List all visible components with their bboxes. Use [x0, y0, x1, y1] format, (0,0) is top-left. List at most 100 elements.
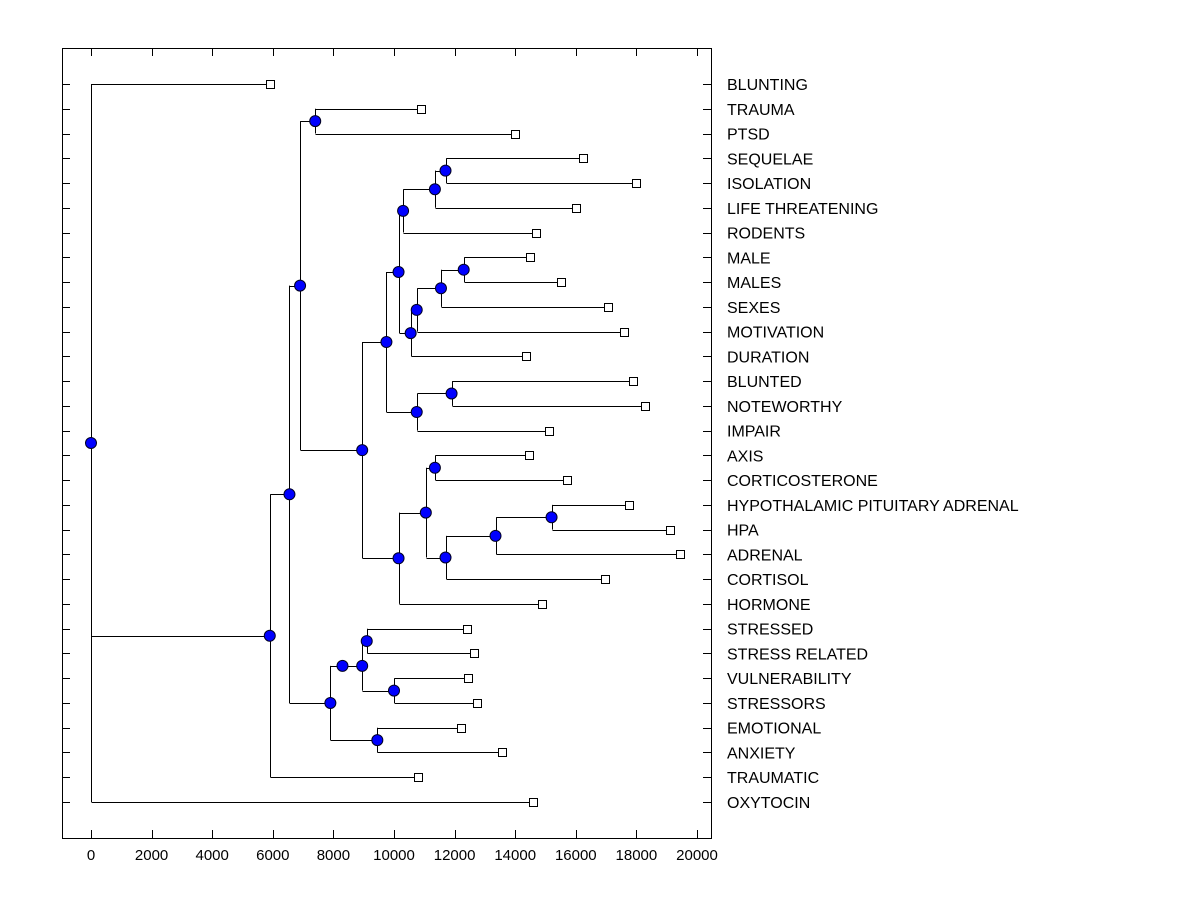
cluster-node: [439, 164, 452, 177]
cluster-node: [445, 387, 458, 400]
cluster-node: [410, 406, 423, 419]
leaf-marker: [498, 748, 507, 757]
leaf-label: MALE: [727, 250, 771, 267]
cluster-node: [309, 115, 322, 128]
x-tick-label: 10000: [373, 847, 415, 864]
cluster-node: [439, 551, 452, 564]
leaf-marker: [525, 451, 534, 460]
leaf-marker: [632, 179, 641, 188]
leaf-label: BLUNTED: [727, 374, 802, 391]
leaf-marker: [625, 501, 634, 510]
cluster-node: [85, 437, 97, 449]
cluster-node: [356, 659, 369, 672]
leaf-label: STRESSORS: [727, 696, 826, 713]
leaf-marker: [620, 328, 629, 337]
axis-ticks: [62, 48, 711, 838]
x-tick-label: 0: [87, 847, 95, 864]
leaf-markers: [266, 80, 685, 807]
leaf-marker: [538, 600, 547, 609]
x-tick-label: 16000: [555, 847, 597, 864]
leaf-label: HYPOTHALAMIC PITUITARY ADRENAL: [727, 498, 1019, 515]
leaf-label: VULNERABILITY: [727, 671, 852, 688]
leaf-labels: BLUNTING TRAUMA PTSD SEQUELAE ISOLATION LIFE …: [727, 77, 1019, 812]
internal-nodes: [85, 115, 558, 747]
leaf-marker: [604, 303, 613, 312]
x-tick-label: 20000: [676, 847, 718, 864]
cluster-node: [392, 266, 405, 279]
cluster-node: [380, 336, 393, 349]
cluster-node: [336, 659, 349, 672]
cluster-node: [428, 183, 441, 196]
leaf-marker: [511, 130, 520, 139]
leaf-label: ANXIETY: [727, 745, 796, 762]
leaf-label: RODENTS: [727, 226, 805, 243]
x-tick-label: 4000: [196, 847, 229, 864]
x-tick-label: 6000: [256, 847, 289, 864]
x-tick-label: 8000: [317, 847, 350, 864]
leaf-label: PTSD: [727, 127, 770, 144]
cluster-node: [545, 511, 558, 524]
plot-frame: [62, 48, 712, 839]
leaf-marker: [545, 427, 554, 436]
cluster-node: [388, 684, 400, 697]
leaf-label: OXYTOCIN: [727, 795, 810, 812]
leaf-label: SEXES: [727, 300, 780, 317]
x-axis-tick-labels: 0 2000 4000 6000 8000 10000 12000 14000 16000 180…: [87, 847, 718, 864]
leaf-marker: [572, 204, 581, 213]
leaf-marker: [417, 105, 426, 114]
leaf-marker: [579, 154, 588, 163]
leaf-label: SEQUELAE: [727, 151, 813, 168]
cluster-node: [404, 327, 417, 340]
cluster-node: [434, 282, 447, 295]
leaf-label: STRESS RELATED: [727, 646, 868, 663]
leaf-marker: [601, 575, 610, 584]
cluster-node: [397, 204, 410, 217]
leaf-marker: [557, 278, 566, 287]
leaf-marker: [629, 377, 638, 386]
leaf-label: BLUNTING: [727, 77, 808, 94]
leaf-label: AXIS: [727, 448, 763, 465]
x-tick-label: 18000: [616, 847, 658, 864]
cluster-node: [324, 696, 337, 709]
x-tick-label: 14000: [494, 847, 536, 864]
cluster-node: [356, 444, 369, 457]
cluster-node: [410, 303, 423, 316]
leaf-label: CORTISOL: [727, 572, 809, 589]
leaf-marker: [463, 625, 472, 634]
cluster-node: [263, 629, 276, 642]
leaf-label: MALES: [727, 275, 781, 292]
leaf-label: ADRENAL: [727, 547, 803, 564]
leaf-label: EMOTIONAL: [727, 721, 821, 738]
leaf-label: LIFE THREATENING: [727, 201, 878, 218]
leaf-marker: [666, 526, 675, 535]
leaf-label: TRAUMATIC: [727, 770, 819, 787]
cluster-node: [294, 279, 307, 292]
plot-border: [62, 48, 712, 839]
leaf-marker: [532, 229, 541, 238]
leaf-label: DURATION: [727, 349, 809, 366]
cluster-node: [457, 263, 470, 276]
cluster-node: [489, 529, 502, 542]
leaf-marker: [464, 674, 473, 683]
cluster-node: [360, 635, 373, 648]
cluster-node: [392, 552, 405, 565]
leaf-label: IMPAIR: [727, 424, 781, 441]
leaf-label: HPA: [727, 523, 759, 540]
cluster-node: [283, 488, 296, 501]
cluster-node: [371, 734, 384, 747]
tree-edges: [91, 84, 681, 803]
leaf-label: MOTIVATION: [727, 325, 824, 342]
leaf-marker: [676, 550, 685, 559]
leaf-marker: [522, 352, 531, 361]
leaf-label: TRAUMA: [727, 102, 795, 119]
leaf-label: STRESSED: [727, 622, 813, 639]
leaf-label: ISOLATION: [727, 176, 811, 193]
leaf-marker: [470, 649, 479, 658]
x-tick-label: 12000: [434, 847, 476, 864]
leaf-marker: [641, 402, 650, 411]
leaf-label: HORMONE: [727, 597, 811, 614]
leaf-marker: [457, 724, 466, 733]
leaf-marker: [563, 476, 572, 485]
cluster-node: [419, 506, 432, 519]
